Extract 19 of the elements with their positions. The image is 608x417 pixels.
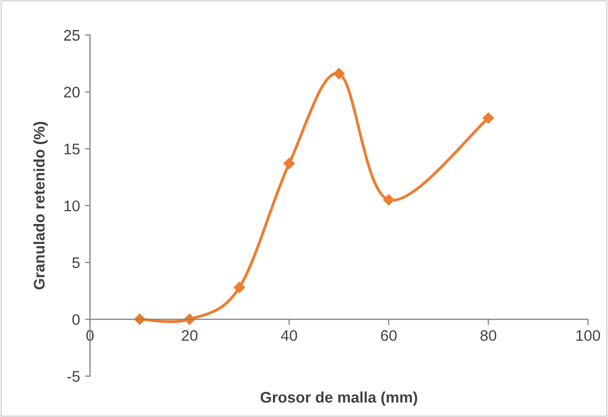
point	[482, 112, 494, 124]
y-tick-label: 15	[64, 144, 80, 154]
x-tick-label: 80	[480, 330, 496, 341]
y-tick-label: 10	[64, 200, 80, 212]
point	[284, 158, 295, 170]
point	[333, 68, 345, 80]
x-tick-label: 100	[576, 330, 600, 341]
y-tick-label: 20	[64, 86, 80, 98]
y-tick-label: -5	[67, 371, 80, 382]
x-tick-label: 40	[281, 330, 298, 341]
x-tick-label: 20	[182, 330, 198, 341]
x-axis-title: Grosor de malla (mm)	[260, 391, 418, 406]
y-axis-title: Granulado retenido (%)	[33, 122, 48, 290]
y-tick-label: 0	[72, 314, 80, 325]
point	[234, 282, 245, 294]
point	[383, 194, 394, 206]
x-tick-label: 60	[381, 330, 397, 341]
y-tick-label: 5	[72, 257, 80, 268]
y-tick-label: 25	[64, 30, 80, 41]
